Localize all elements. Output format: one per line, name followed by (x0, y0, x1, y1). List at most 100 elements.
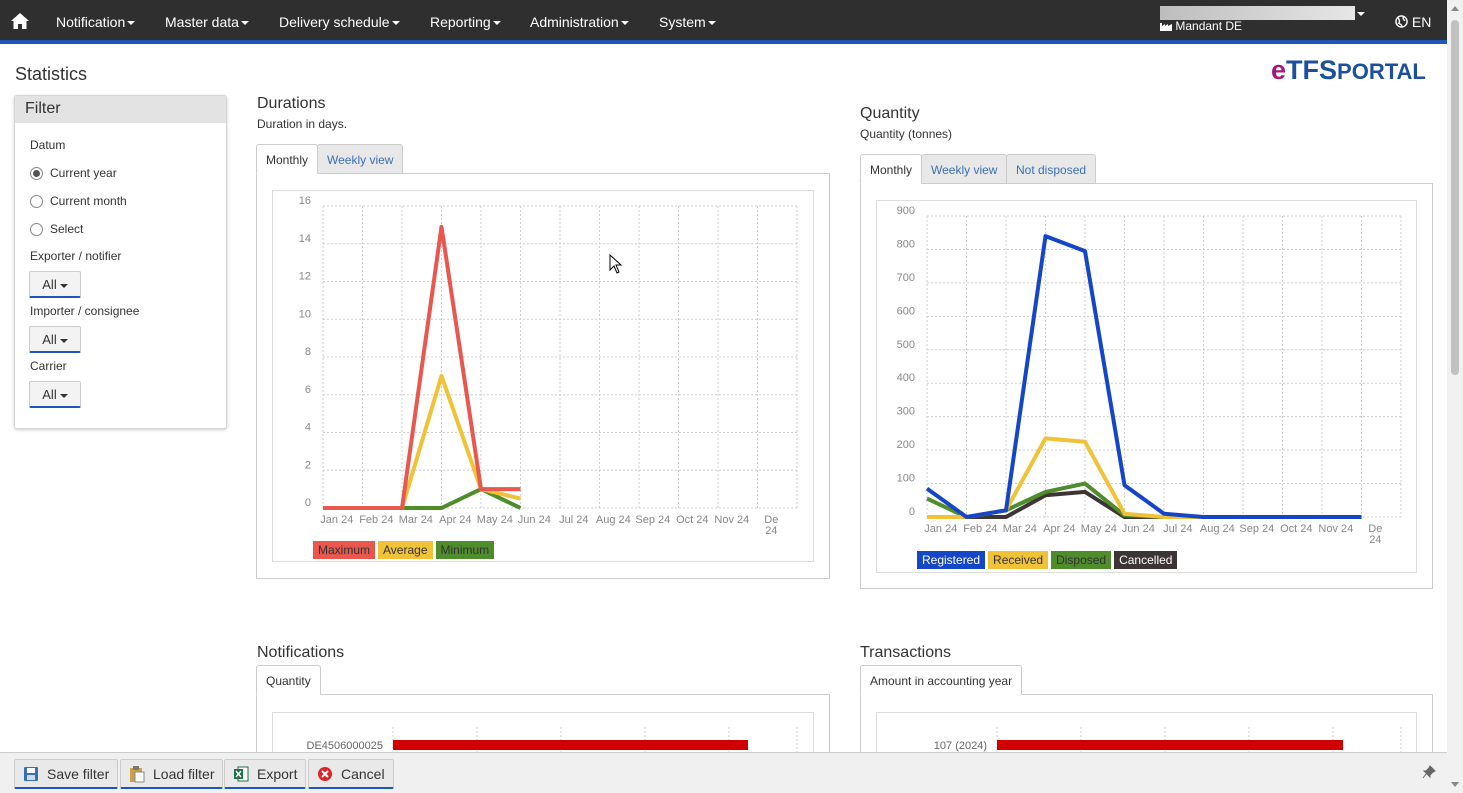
notifications-title: Notifications (257, 644, 345, 661)
caret-down-icon (240, 21, 249, 26)
x-tick-label: Mar 24 (1003, 523, 1037, 535)
x-tick-label: De (1368, 523, 1382, 535)
x-tick-label: Apr 24 (1043, 523, 1075, 535)
y-tick-label: 6 (305, 384, 311, 396)
notifications-chart-svg: DE4506000025 (307, 727, 798, 761)
y-tick-label: 800 (897, 238, 915, 250)
nav-item-delivery-schedule[interactable]: Delivery schedule (279, 14, 400, 30)
factory-icon (1160, 23, 1172, 31)
scrollbar-thumb[interactable] (1451, 20, 1459, 375)
radio-dot[interactable] (30, 222, 43, 236)
caret-down-icon (391, 21, 400, 26)
pin-icon[interactable] (1422, 765, 1436, 779)
transactions-title: Transactions (860, 644, 951, 661)
bar-category-label: DE4506000025 (307, 740, 383, 752)
quantity-title: Quantity (860, 105, 920, 122)
vertical-scrollbar[interactable] (1447, 0, 1463, 793)
mandant-label[interactable]: Mandant DE (1160, 19, 1242, 33)
top-navigation: Notification Master data Delivery schedule… (0, 0, 1447, 44)
nav-item-master-data[interactable]: Master data (165, 14, 249, 30)
load-filter-button[interactable]: Load filter (120, 759, 224, 789)
importer-label: Importer / consignee (30, 304, 140, 318)
radio-select[interactable]: Select (30, 222, 83, 236)
nav-item-reporting[interactable]: Reporting (430, 14, 501, 30)
transactions-chart-svg: 107 (2024) (934, 727, 1402, 761)
scroll-up-icon[interactable] (1451, 6, 1459, 11)
y-tick-label: 0 (305, 497, 311, 509)
y-tick-label: 600 (897, 305, 915, 317)
page-title: Statistics (15, 64, 88, 84)
y-tick-label: 16 (299, 195, 311, 207)
quantity-subtitle: Quantity (tonnes) (860, 127, 953, 141)
tab-transactions-amount[interactable]: Amount in accounting year (860, 665, 1023, 695)
legend-item-registered[interactable]: Registered (917, 551, 986, 569)
y-tick-label: 900 (897, 205, 915, 217)
floppy-disk-icon (24, 767, 38, 781)
globe-icon (1395, 15, 1408, 28)
etfs-portal-logo: eTFSPORTAL (1271, 55, 1426, 85)
tab-quantity-monthly[interactable]: Monthly (860, 154, 923, 184)
y-tick-label: 14 (299, 233, 311, 245)
x-tick-label: Aug 24 (1200, 523, 1235, 535)
radio-current-year[interactable]: Current year (30, 166, 117, 180)
exporter-label: Exporter / notifier (30, 249, 122, 263)
bottom-toolbar: Save filter Load filter Export Cancel (0, 752, 1447, 793)
caret-down-icon (620, 21, 629, 26)
x-tick-label: Jan 24 (320, 514, 353, 526)
caret-down-icon (59, 338, 68, 343)
nav-item-notification[interactable]: Notification (56, 14, 136, 30)
tab-notifications-quantity[interactable]: Quantity (256, 665, 321, 695)
x-tick-label: Sep 24 (635, 514, 670, 526)
y-tick-label: 700 (897, 272, 915, 284)
language-selector[interactable]: EN (1395, 14, 1431, 30)
cancel-button[interactable]: Cancel (308, 759, 394, 789)
caret-down-icon (707, 21, 716, 26)
save-filter-button[interactable]: Save filter (14, 759, 119, 789)
radio-dot[interactable] (30, 166, 43, 180)
x-tick-label: Jun 24 (518, 514, 551, 526)
radio-dot[interactable] (30, 194, 43, 208)
exporter-dropdown[interactable]: All (29, 271, 81, 298)
chevron-down-icon[interactable] (1357, 12, 1365, 16)
legend-item-received[interactable]: Received (988, 551, 1049, 569)
x-tick-label: Jul 24 (1163, 523, 1192, 535)
mouse-cursor-icon (609, 254, 623, 274)
tab-durations-monthly[interactable]: Monthly (256, 144, 319, 174)
radio-current-month[interactable]: Current month (30, 194, 127, 208)
y-tick-label: 200 (897, 439, 915, 451)
scroll-down-icon[interactable] (1451, 782, 1459, 787)
legend-item-disposed[interactable]: Disposed (1051, 551, 1112, 569)
legend-item-minimum[interactable]: Minimum (435, 541, 495, 559)
series-line-registered (925, 234, 1362, 519)
x-tick-label: Jun 24 (1122, 523, 1155, 535)
nav-item-administration[interactable]: Administration (530, 14, 629, 30)
y-tick-label: 100 (897, 473, 915, 485)
x-tick-label: Feb 24 (359, 514, 393, 526)
carrier-label: Carrier (30, 359, 67, 373)
x-tick-label: Mar 24 (399, 514, 433, 526)
excel-icon (234, 766, 249, 782)
home-icon[interactable] (10, 12, 30, 30)
caret-down-icon (492, 21, 501, 26)
export-button[interactable]: Export (224, 759, 307, 789)
legend-item-average[interactable]: Average (378, 541, 433, 559)
tab-quantity-weekly[interactable]: Weekly view (921, 154, 1008, 184)
series-line-minimum (402, 487, 522, 510)
y-tick-label: 8 (305, 346, 311, 358)
carrier-dropdown[interactable]: All (29, 381, 81, 408)
y-tick-label: 10 (299, 308, 311, 320)
durations-chart: 0 2 4 6 8 10 12 14 16 Jan 24 Feb 24 Mar 24 Apr 24 May… (272, 190, 814, 562)
importer-dropdown[interactable]: All (29, 326, 81, 353)
filter-panel: Filter Datum Current year Current month … (14, 95, 227, 429)
x-tick-label: Sep 24 (1239, 523, 1274, 535)
x-tick-label: 24 (1369, 534, 1381, 546)
tab-durations-weekly[interactable]: Weekly view (317, 144, 404, 174)
x-tick-label: Aug 24 (596, 514, 631, 526)
nav-item-system[interactable]: System (659, 14, 716, 30)
mandant-selector[interactable] (1160, 6, 1355, 20)
legend-item-maximum[interactable]: Maximum (313, 541, 376, 559)
tab-quantity-not-disposed[interactable]: Not disposed (1006, 154, 1097, 184)
caret-down-icon (59, 283, 68, 288)
legend-item-cancelled[interactable]: Cancelled (1114, 551, 1178, 569)
